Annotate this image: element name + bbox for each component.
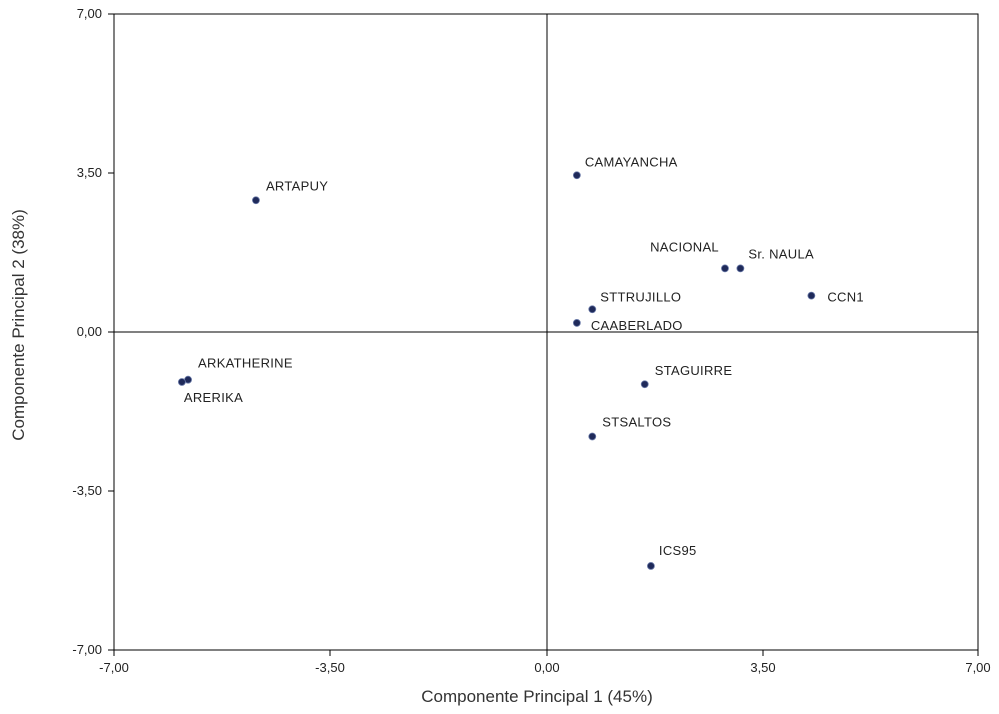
data-point — [807, 291, 816, 300]
y-tick-label: -7,00 — [72, 642, 102, 657]
point-label: CCN1 — [827, 290, 864, 305]
data-point — [252, 196, 260, 205]
data-point — [721, 264, 729, 273]
point-label: STSALTOS — [602, 414, 671, 429]
point-label: NACIONAL — [650, 239, 719, 254]
x-tick-label: 7,00 — [965, 660, 990, 675]
point-label: STAGUIRRE — [655, 363, 733, 378]
x-tick-label: -7,00 — [99, 660, 129, 675]
data-point — [647, 562, 655, 570]
point-label: ARKATHERINE — [198, 356, 293, 371]
y-tick-label: 7,00 — [77, 6, 102, 21]
y-tick-label: 3,50 — [77, 165, 102, 180]
point-label: STTRUJILLO — [600, 289, 681, 304]
x-axis-title: Componente Principal 1 (45%) — [421, 687, 653, 706]
data-point — [640, 380, 649, 389]
point-label: ARTAPUY — [266, 178, 328, 193]
y-axis-title: Componente Principal 2 (38%) — [9, 209, 28, 441]
x-tick-label: 0,00 — [534, 660, 559, 675]
point-label: ICS95 — [659, 543, 697, 558]
point-label: CAABERLADO — [591, 318, 683, 333]
y-tick-label: -3,50 — [72, 483, 102, 498]
data-point — [736, 264, 745, 273]
data-point — [177, 378, 186, 386]
x-tick-label: -3,50 — [315, 660, 345, 675]
data-point — [572, 319, 581, 327]
point-label: CAMAYANCHA — [585, 154, 678, 169]
data-point — [572, 171, 581, 180]
x-tick-label: 3,50 — [750, 660, 775, 675]
y-tick-label: 0,00 — [77, 324, 102, 339]
point-label: Sr. NAULA — [748, 246, 814, 261]
data-point — [588, 305, 597, 314]
point-label: ARERIKA — [184, 390, 243, 405]
points-layer: ARTAPUY CAMAYANCHA NACIONAL Sr. NAULA CCN1 ST… — [177, 154, 864, 570]
data-point — [588, 432, 597, 441]
